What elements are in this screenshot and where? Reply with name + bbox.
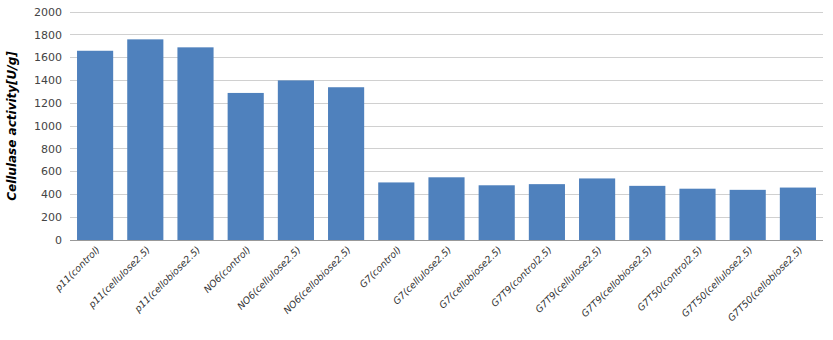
y-tick-label: 2000 — [34, 6, 62, 19]
bar — [579, 178, 615, 240]
x-tick-label: NO6(cellobiose2.5) — [281, 244, 353, 316]
x-axis-line — [70, 240, 823, 241]
bar — [328, 87, 364, 240]
y-tick-label: 600 — [41, 165, 62, 178]
grid-line — [70, 34, 823, 35]
y-tick-label: 1000 — [34, 120, 62, 133]
bar — [679, 189, 715, 240]
y-tick-label: 800 — [41, 143, 62, 156]
y-tick-label: 1200 — [34, 97, 62, 110]
y-axis-label: Cellulase activity[U/g] — [5, 51, 19, 201]
y-tick-label: 400 — [41, 188, 62, 201]
grid-line — [70, 240, 823, 241]
bar — [77, 51, 113, 240]
y-tick-label: 0 — [55, 234, 62, 247]
bars — [77, 39, 816, 240]
bar — [428, 177, 464, 240]
bar — [730, 190, 766, 240]
x-tick-label: G7(control) — [357, 244, 403, 290]
y-grid — [70, 12, 823, 240]
bar — [378, 182, 414, 240]
x-tick-label: p11(cellobiose2.5) — [131, 244, 202, 315]
x-tick-label: p11(control) — [52, 244, 102, 294]
bar — [780, 188, 816, 240]
y-tick-labels: 0 200 400 600 800 1000 1200 1400 1600 1800 2000 — [34, 6, 62, 247]
y-tick-label: 200 — [41, 211, 62, 224]
x-tick-labels: p11(control)p11(cellulose2.5)p11(cellobi… — [52, 244, 805, 323]
bar — [228, 93, 264, 240]
y-tick-label: 1400 — [34, 74, 62, 87]
y-tick-label: 1600 — [34, 51, 62, 64]
y-tick-label: 1800 — [34, 29, 62, 42]
bar — [177, 47, 213, 240]
bar — [127, 39, 163, 240]
bar — [278, 80, 314, 240]
bar — [529, 184, 565, 240]
chart-container: 0 200 400 600 800 1000 1200 1400 1600 1800 2000 p11… — [0, 0, 833, 340]
x-tick-label: G7T50(cellobiose2.5) — [725, 244, 804, 323]
bar — [479, 185, 515, 240]
grid-line — [70, 12, 823, 13]
x-tick-label: NO6(control) — [201, 244, 252, 295]
bar — [629, 186, 665, 240]
chart: 0 200 400 600 800 1000 1200 1400 1600 1800 2000 p11… — [0, 0, 833, 340]
